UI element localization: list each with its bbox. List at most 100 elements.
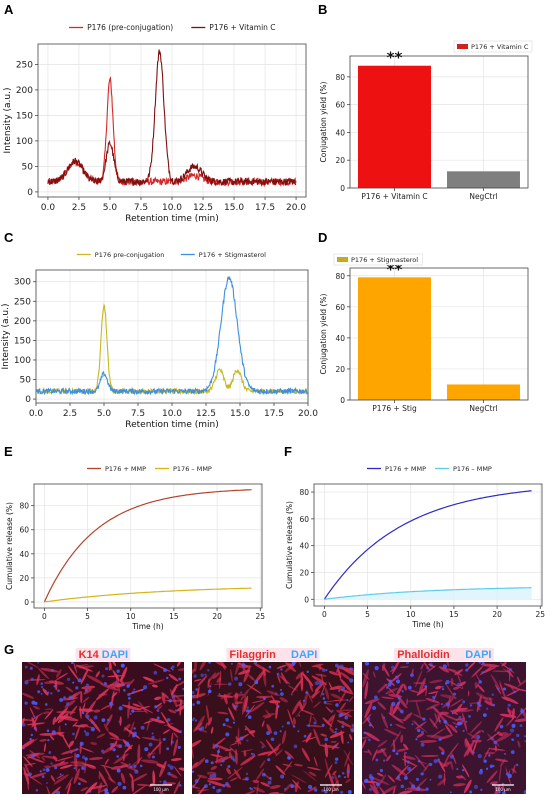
cell-body	[240, 749, 254, 752]
nucleus	[346, 699, 349, 702]
cell-body	[109, 683, 124, 687]
nucleus	[349, 667, 352, 671]
cell-body	[281, 730, 287, 744]
cell-body	[68, 665, 79, 680]
chart-panel-c: 0 50 100 150 200 250 300 0.0 2.5 5.0 7.5 10.0 12.5 15…	[1, 251, 318, 430]
cell-body	[377, 683, 388, 693]
cell-body	[328, 671, 339, 676]
cell-body	[462, 764, 470, 778]
cell-body	[295, 671, 304, 680]
nucleus	[28, 772, 32, 777]
cell-body	[25, 773, 43, 785]
x-axis-label: Time (h)	[131, 622, 163, 631]
cell-body	[456, 709, 474, 713]
cell-body	[234, 692, 239, 700]
cell-body	[229, 746, 238, 755]
nucleus	[81, 755, 86, 759]
cell-body	[120, 764, 129, 768]
cell-body	[266, 724, 272, 734]
cell-body	[293, 781, 300, 788]
y-tick-label: 40	[335, 334, 345, 343]
cell-body	[339, 709, 354, 711]
cell-body	[175, 703, 183, 707]
nucleus	[122, 704, 124, 707]
cell-body	[100, 704, 110, 711]
cell-body	[55, 672, 69, 681]
cell-body	[234, 701, 244, 705]
x-tick-label: 5	[85, 612, 90, 621]
cell-body	[425, 703, 441, 711]
nucleus	[480, 788, 483, 791]
cell-body	[449, 698, 464, 708]
cell-body	[213, 683, 229, 685]
cell-body	[284, 750, 294, 759]
cell-body	[340, 672, 351, 680]
y-axis-label: Intensity (a.u.)	[1, 304, 11, 370]
cell-body	[168, 673, 179, 682]
nucleus	[244, 728, 247, 731]
nucleus	[249, 787, 252, 790]
cell-body	[161, 692, 166, 704]
cell-body	[506, 689, 520, 697]
cell-body	[52, 716, 57, 725]
cell-body	[27, 772, 30, 791]
nucleus	[225, 781, 229, 786]
cell-body	[345, 778, 351, 784]
nucleus	[338, 690, 341, 692]
cell-body	[90, 741, 98, 745]
cell-body	[413, 713, 425, 720]
cell-body	[324, 764, 333, 778]
nucleus	[429, 778, 432, 781]
cell-body	[216, 677, 222, 683]
nucleus	[254, 662, 258, 665]
cell-body	[315, 673, 327, 677]
cell-body	[251, 700, 264, 704]
nucleus	[192, 703, 195, 706]
cell-body	[313, 756, 318, 767]
nucleus	[103, 681, 107, 686]
cell-body	[230, 668, 233, 682]
nucleus	[143, 685, 148, 690]
nucleus	[476, 735, 481, 739]
cell-body	[79, 705, 82, 719]
cell-body	[61, 733, 71, 750]
cell-body	[210, 726, 214, 734]
nucleus	[39, 770, 42, 773]
cell-body	[425, 698, 440, 704]
nucleus	[279, 730, 282, 733]
cell-body	[407, 699, 427, 702]
nucleus	[396, 775, 401, 779]
y-tick-label: 150	[14, 336, 31, 346]
cell-body	[517, 740, 521, 748]
cell-body	[474, 681, 478, 689]
cell-body	[339, 678, 353, 693]
cell-body	[349, 733, 353, 741]
nucleus	[286, 721, 291, 725]
cell-body	[303, 770, 317, 782]
nucleus	[445, 680, 450, 684]
cell-body	[176, 676, 184, 687]
cell-body	[44, 765, 52, 769]
cell-body	[210, 754, 223, 758]
cell-body	[503, 696, 519, 704]
nucleus	[194, 779, 199, 783]
cell-body	[470, 721, 483, 734]
cell-body	[107, 777, 116, 784]
cell-body	[396, 683, 404, 696]
nucleus	[465, 720, 468, 723]
cell-body	[58, 716, 79, 722]
nucleus	[472, 751, 476, 754]
nucleus	[313, 721, 317, 725]
cell-body	[306, 690, 313, 703]
nucleus	[140, 725, 145, 730]
nucleus	[473, 784, 478, 789]
cell-body	[74, 726, 80, 740]
cell-body	[396, 748, 408, 752]
cell-body	[416, 733, 425, 738]
nucleus	[210, 761, 214, 765]
cell-body	[207, 717, 213, 726]
cell-body	[444, 724, 453, 735]
cell-body	[322, 717, 333, 727]
nucleus	[428, 762, 433, 767]
nucleus	[177, 745, 181, 749]
